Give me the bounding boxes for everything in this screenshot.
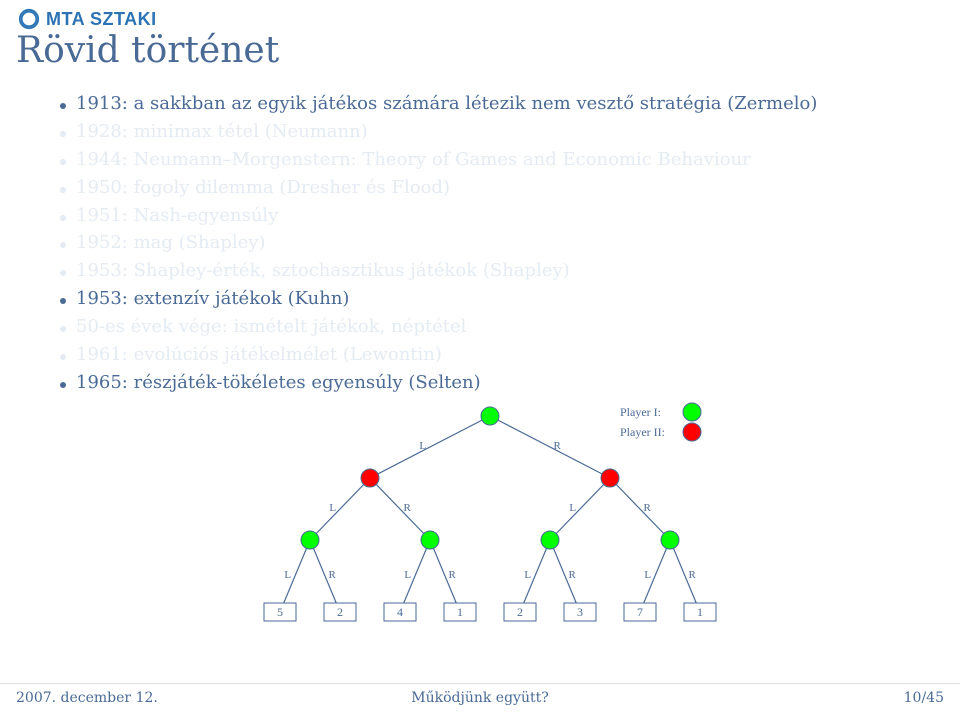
bullet-text: 1950: fogoly dilemma (Dresher és Flood) [76,174,450,202]
edge-label: L [524,569,531,581]
leaf-value: 1 [457,605,463,619]
leaf-value: 2 [517,605,523,619]
tree-edge [310,478,370,540]
bullet-dot-icon [60,298,66,304]
bullet-text: 1951: Nash-egyensúly [76,202,278,230]
tree-node [541,531,559,549]
page-title: Rövid történet [16,30,279,71]
footer-date: 2007. december 12. [16,690,158,706]
bullet-dot-icon [60,242,66,248]
edge-label: L [419,440,426,452]
bullet-dot-icon [60,326,66,332]
leaf-value: 4 [397,605,403,619]
tree-node [361,469,379,487]
header-logo: MTA SZTAKI [18,8,157,30]
bullet-item: 1951: Nash-egyensúly [60,202,880,230]
bullet-item: 1953: Shapley-érték, sztochasztikus játé… [60,257,880,285]
bullet-item: 1953: extenzív játékok (Kuhn) [60,285,880,313]
leaf-value: 2 [337,605,343,619]
footer-page: 10/45 [904,690,944,706]
legend-swatch [683,403,701,421]
game-tree: L R L R L R L R L R L R L R 5 2 4 1 2 3 7 1 Player I: Player II… [190,400,790,660]
tree-edge [370,416,490,478]
bullet-dot-icon [60,159,66,165]
leaf-value: 1 [697,605,703,619]
bullet-dot-icon [60,131,66,137]
footer-bar: 2007. december 12. Működjünk együtt? 10/… [0,683,960,712]
bullet-text: 50-es évek vége: ismételt játékok, népté… [76,313,466,341]
edge-label: R [329,569,337,581]
tree-node [481,407,499,425]
bullet-dot-icon [60,187,66,193]
tree-edge [550,478,610,540]
bullet-dot-icon [60,354,66,360]
bullet-item: 1913: a sakkban az egyik játékos számára… [60,90,880,118]
bullet-item: 1961: evolúciós játékelmélet (Lewontin) [60,341,880,369]
bullet-text: 1944: Neumann–Morgenstern: Theory of Gam… [76,146,751,174]
leaf-value: 5 [277,605,283,619]
bullet-text: 1965: részjáték-tökéletes egyensúly (Sel… [76,369,481,397]
bullet-text: 1952: mag (Shapley) [76,229,265,257]
edge-label: R [569,569,577,581]
tree-node [421,531,439,549]
edge-label: R [689,569,697,581]
logo-icon [18,8,40,30]
bullet-item: 50-es évek vége: ismételt játékok, népté… [60,313,880,341]
bullet-dot-icon [60,382,66,388]
leaf-value: 7 [637,605,643,619]
tree-edge [490,416,610,478]
bullet-text: 1961: evolúciós játékelmélet (Lewontin) [76,341,442,369]
edge-label: L [569,502,576,514]
leaf-value: 3 [577,605,583,619]
bullet-item: 1952: mag (Shapley) [60,229,880,257]
bullet-item: 1928: minimax tétel (Neumann) [60,118,880,146]
edge-label: R [644,502,652,514]
bullet-item: 1950: fogoly dilemma (Dresher és Flood) [60,174,880,202]
edge-label: L [644,569,651,581]
edge-label: L [329,502,336,514]
logo-text: MTA SZTAKI [46,9,157,30]
bullet-text: 1928: minimax tétel (Neumann) [76,118,368,146]
edge-label: R [404,502,412,514]
tree-edge [610,478,670,540]
edge-label: L [284,569,291,581]
bullet-dot-icon [60,215,66,221]
bullet-text: 1953: Shapley-érték, sztochasztikus játé… [76,257,570,285]
bullet-item: 1944: Neumann–Morgenstern: Theory of Gam… [60,146,880,174]
bullet-list: 1913: a sakkban az egyik játékos számára… [60,90,880,397]
bullet-text: 1953: extenzív játékok (Kuhn) [76,285,349,313]
edge-label: R [449,569,457,581]
tree-node [301,531,319,549]
tree-node [601,469,619,487]
edge-label: L [404,569,411,581]
legend-swatch [683,423,701,441]
legend-label: Player I: [620,405,661,419]
legend-label: Player II: [620,425,665,439]
bullet-text: 1913: a sakkban az egyik játékos számára… [76,90,817,118]
edge-label: R [554,440,562,452]
tree-node [661,531,679,549]
tree-edge [370,478,430,540]
bullet-dot-icon [60,103,66,109]
bullet-dot-icon [60,270,66,276]
bullet-item: 1965: részjáték-tökéletes egyensúly (Sel… [60,369,880,397]
